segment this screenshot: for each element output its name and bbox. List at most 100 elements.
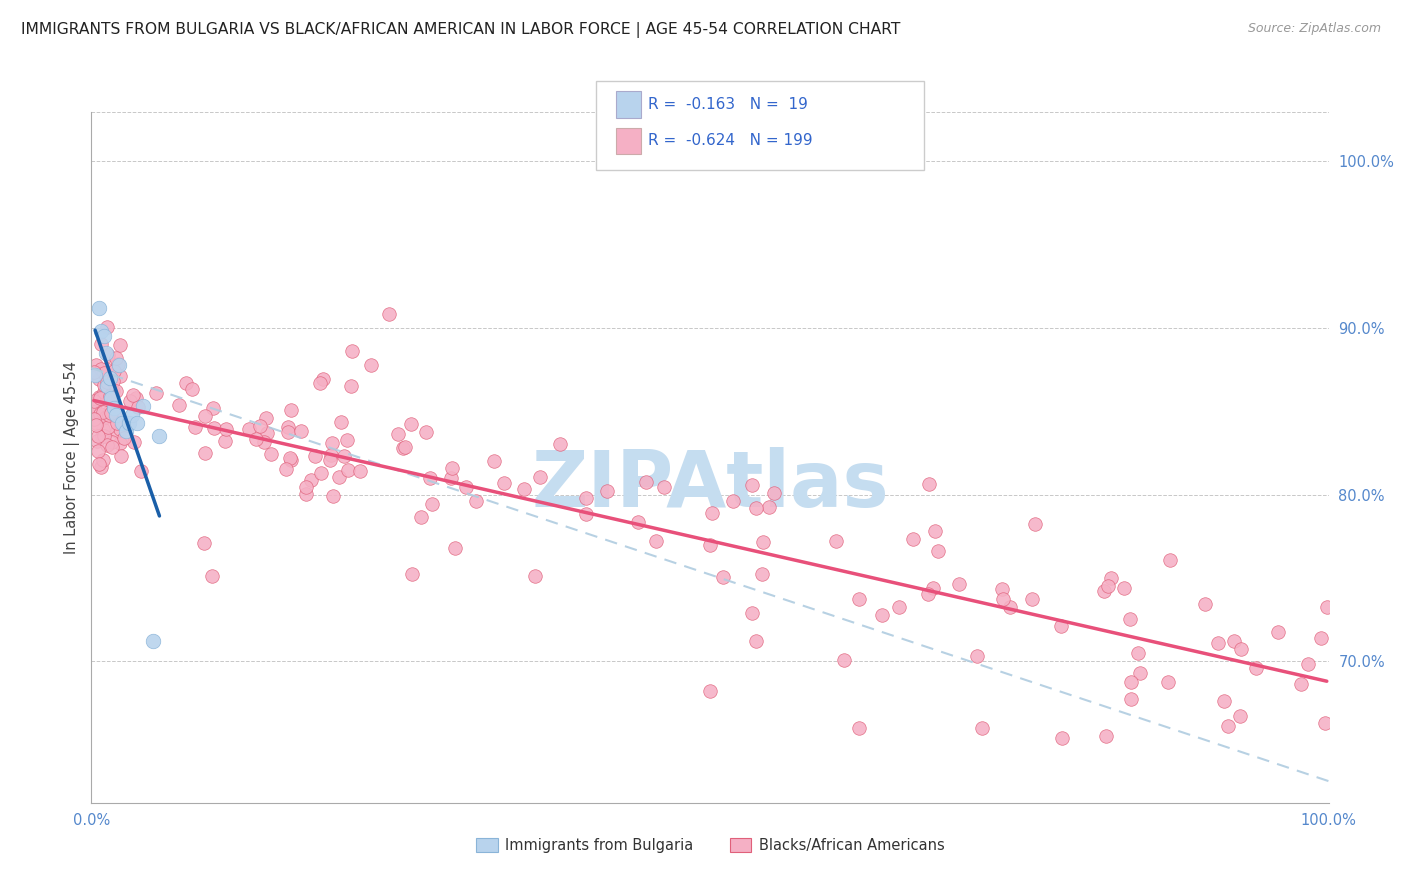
Point [184,419,207,434]
Point [90,362,112,376]
Point [312,372,335,386]
Point [972,721,994,735]
Point [115,425,138,439]
Point [254,410,277,425]
Point [1218,719,1240,733]
Point [889,600,911,615]
Point [117,416,139,430]
Point [387,426,409,441]
Point [1052,731,1074,746]
Point [93,409,115,423]
Point [340,378,363,392]
Point [454,480,477,494]
Point [193,536,215,550]
Point [93,329,115,343]
Point [991,591,1014,606]
Point [101,384,124,398]
Point [103,375,125,389]
Point [249,419,271,434]
Point [336,463,359,477]
Point [1267,625,1289,640]
Point [1316,599,1339,614]
Point [83,405,105,419]
Point [97,374,120,388]
Point [91,429,114,443]
Point [121,408,143,422]
Point [280,402,302,417]
Point [1313,716,1336,731]
Point [762,486,785,500]
Point [1024,516,1046,531]
Point [401,566,423,581]
Point [1244,661,1267,675]
Point [1129,666,1152,681]
Point [394,440,416,454]
Point [1126,646,1149,660]
Point [103,363,125,377]
Point [443,541,465,555]
Point [90,337,112,351]
Point [277,425,299,439]
Point [98,405,121,419]
Point [512,482,534,496]
Point [96,438,118,452]
Point [132,400,155,414]
Point [1208,636,1230,650]
Point [256,426,278,441]
Point [745,634,768,648]
Point [1159,552,1181,566]
Point [98,388,121,402]
Point [966,649,988,664]
Point [465,493,488,508]
Point [122,435,145,450]
Point [333,449,356,463]
Point [1097,579,1119,593]
Point [340,344,363,359]
Point [1118,612,1140,626]
Point [108,337,131,351]
Point [1310,631,1333,645]
Point [84,358,107,372]
Point [492,476,515,491]
Point [238,422,260,436]
Point [87,443,110,458]
Point [103,409,125,423]
Point [758,500,780,515]
Text: R =  -0.624   N = 199: R = -0.624 N = 199 [648,134,813,148]
Point [129,464,152,478]
Point [1092,583,1115,598]
Point [91,452,114,467]
Point [277,419,299,434]
Point [1223,634,1246,648]
Point [1298,657,1320,671]
Point [309,467,332,481]
Point [290,424,312,438]
Point [319,448,342,462]
Point [634,475,657,489]
Point [97,419,120,434]
Point [105,351,128,365]
Point [90,459,112,474]
Point [415,425,437,439]
Point [903,533,925,547]
Point [83,411,105,425]
Point [627,515,650,529]
Point [90,325,112,339]
Y-axis label: In Labor Force | Age 45-54: In Labor Force | Age 45-54 [65,360,80,554]
Point [89,391,111,405]
Point [127,416,149,430]
Point [948,577,970,591]
Point [1112,581,1135,595]
Point [107,357,129,371]
Point [125,391,148,405]
Point [93,391,115,405]
Point [700,506,723,520]
Point [260,447,283,461]
Point [83,365,105,379]
Point [848,721,870,735]
Point [699,538,721,552]
Point [1291,677,1313,691]
Point [91,422,114,436]
Point [180,382,202,396]
Point [309,376,332,390]
